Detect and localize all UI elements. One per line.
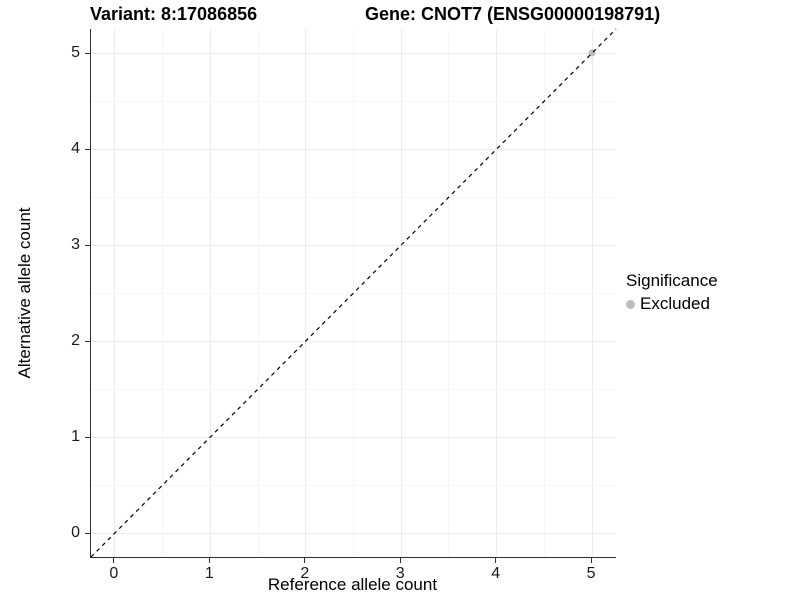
x-axis-tick (399, 558, 401, 563)
x-axis-tick-label: 2 (300, 565, 310, 582)
x-axis-tick-label: 3 (395, 565, 405, 582)
minor-gridline-y (91, 196, 616, 198)
major-gridline-y (91, 52, 616, 54)
major-gridline-x (591, 29, 593, 557)
y-axis-tick (85, 244, 90, 246)
minor-gridline-y (91, 484, 616, 486)
major-gridline-x (114, 29, 116, 557)
data-point (588, 49, 596, 57)
x-axis-tick (208, 558, 210, 563)
legend: Significance Excluded (626, 271, 718, 314)
major-gridline-x (400, 29, 402, 557)
x-axis-tick (113, 558, 115, 563)
y-axis-tick-label: 1 (71, 428, 80, 445)
plot-panel (90, 28, 617, 558)
minor-gridline-y (91, 100, 616, 102)
x-axis-title: Reference allele count (267, 575, 438, 594)
y-axis-tick (85, 52, 90, 54)
major-gridline-y (91, 340, 616, 342)
minor-gridline-y (91, 388, 616, 390)
y-axis-tick-label: 3 (71, 236, 80, 253)
x-axis-tick (304, 558, 306, 563)
y-axis-tick (85, 340, 90, 342)
y-axis-title: Alternative allele count (15, 207, 34, 379)
legend-entry-excluded: Excluded (626, 294, 718, 314)
major-gridline-y (91, 244, 616, 246)
y-axis-tick (85, 532, 90, 534)
plot-title-variant: Variant: 8:17086856 (90, 4, 258, 24)
legend-entry-label: Excluded (640, 294, 710, 313)
x-axis-tick (590, 558, 592, 563)
major-gridline-y (91, 532, 616, 534)
y-axis-tick-label: 5 (71, 44, 80, 61)
x-axis-tick (495, 558, 497, 563)
y-axis-tick-label: 0 (71, 524, 80, 541)
x-axis-tick-label: 1 (204, 565, 214, 582)
x-axis-tick-label: 4 (491, 565, 501, 582)
major-gridline-x (305, 29, 307, 557)
major-gridline-x (209, 29, 211, 557)
major-gridline-y (91, 436, 616, 438)
x-axis-tick-label: 0 (109, 565, 119, 582)
major-gridline-x (496, 29, 498, 557)
legend-title: Significance (626, 271, 718, 290)
plot-title-gene: Gene: CNOT7 (ENSG00000198791) (365, 4, 661, 24)
legend-point-icon (626, 299, 635, 309)
x-axis-tick-label: 5 (586, 565, 596, 582)
y-axis-tick-label: 2 (71, 332, 80, 349)
major-gridline-y (91, 148, 616, 150)
y-axis-tick (85, 436, 90, 438)
y-axis-tick (85, 148, 90, 150)
minor-gridline-y (91, 292, 616, 294)
y-axis-tick-label: 4 (71, 140, 80, 157)
identity-dashed-line (90, 28, 617, 558)
